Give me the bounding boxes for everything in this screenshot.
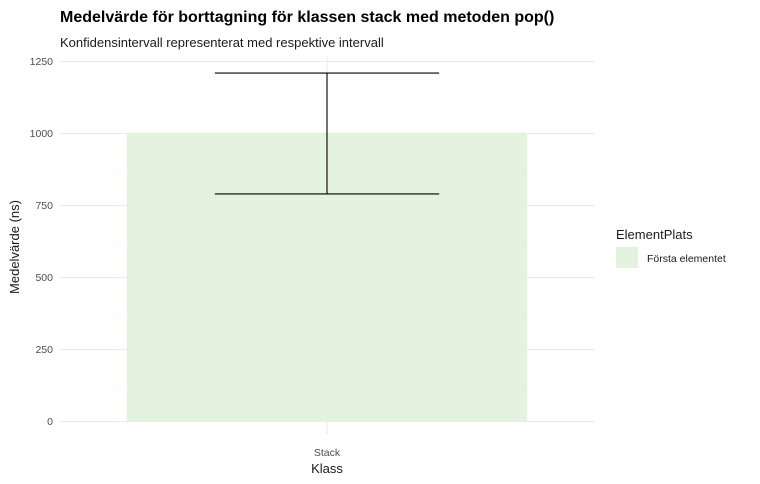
y-tick-label: 1250 [30,56,54,68]
chart-title: Medelvärde för borttagning för klassen s… [60,9,554,26]
y-tick-label: 750 [35,200,53,212]
y-tick-label: 1000 [30,128,54,140]
legend-title: ElementPlats [616,227,693,242]
y-tick-label: 250 [35,344,53,356]
error-bars-layer [214,72,440,195]
chart-subtitle: Konfidensintervall representerat med res… [60,35,384,50]
y-tick-label: 0 [47,416,53,428]
y-tick-label: 500 [35,272,53,284]
legend: ElementPlats Första elementet [616,227,726,268]
y-axis-ticks: 0 250 500 750 1000 1250 [30,56,54,428]
x-axis-ticks: Stack [314,447,341,459]
y-axis-title: Medelvärde (ns) [7,200,22,294]
x-tick-label: Stack [314,447,341,459]
legend-key-forsta-elementet [616,247,638,268]
x-axis-title: Klass [311,461,343,476]
legend-label-forsta-elementet: Första elementet [647,253,726,265]
